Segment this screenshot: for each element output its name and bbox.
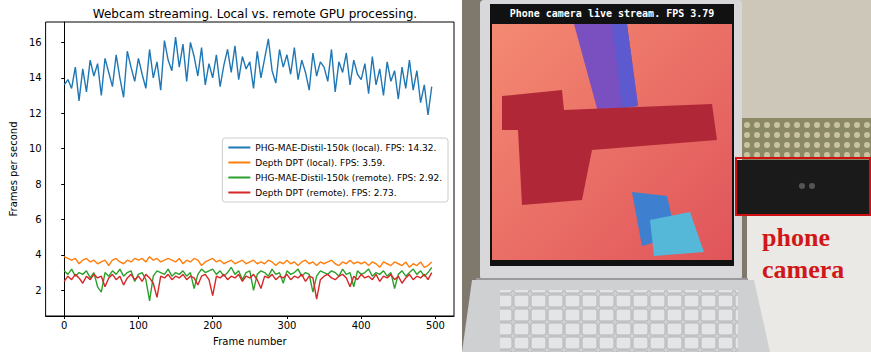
svg-text:PHG-MAE-Distil-150k (remote).: PHG-MAE-Distil-150k (remote). FPS: 2.92. xyxy=(255,173,442,183)
svg-text:10: 10 xyxy=(29,143,42,154)
svg-text:camera: camera xyxy=(762,255,844,284)
svg-text:16: 16 xyxy=(29,37,42,48)
svg-text:4: 4 xyxy=(35,249,41,260)
svg-text:0: 0 xyxy=(61,320,67,331)
svg-text:2: 2 xyxy=(35,285,41,296)
svg-text:Frames per second: Frames per second xyxy=(8,122,19,217)
svg-text:400: 400 xyxy=(352,320,371,331)
svg-text:Phone camera live stream. FPS: Phone camera live stream. FPS 3.79 xyxy=(510,8,715,19)
svg-text:6: 6 xyxy=(35,214,41,225)
svg-text:phone: phone xyxy=(762,223,830,252)
svg-text:Webcam streaming. Local vs. re: Webcam streaming. Local vs. remote GPU p… xyxy=(93,7,417,21)
svg-text:Depth DPT (remote). FPS: 2.73.: Depth DPT (remote). FPS: 2.73. xyxy=(255,188,396,198)
svg-text:14: 14 xyxy=(29,72,42,83)
svg-text:Frame number: Frame number xyxy=(213,336,287,347)
svg-text:Depth DPT (local). FPS: 3.59.: Depth DPT (local). FPS: 3.59. xyxy=(255,158,385,168)
svg-text:PHG-MAE-Distil-150k (local). F: PHG-MAE-Distil-150k (local). FPS: 14.32. xyxy=(255,143,436,153)
svg-text:100: 100 xyxy=(129,320,148,331)
svg-text:300: 300 xyxy=(277,320,296,331)
svg-text:500: 500 xyxy=(426,320,445,331)
svg-text:8: 8 xyxy=(35,179,41,190)
svg-text:200: 200 xyxy=(203,320,222,331)
svg-text:12: 12 xyxy=(29,108,42,119)
